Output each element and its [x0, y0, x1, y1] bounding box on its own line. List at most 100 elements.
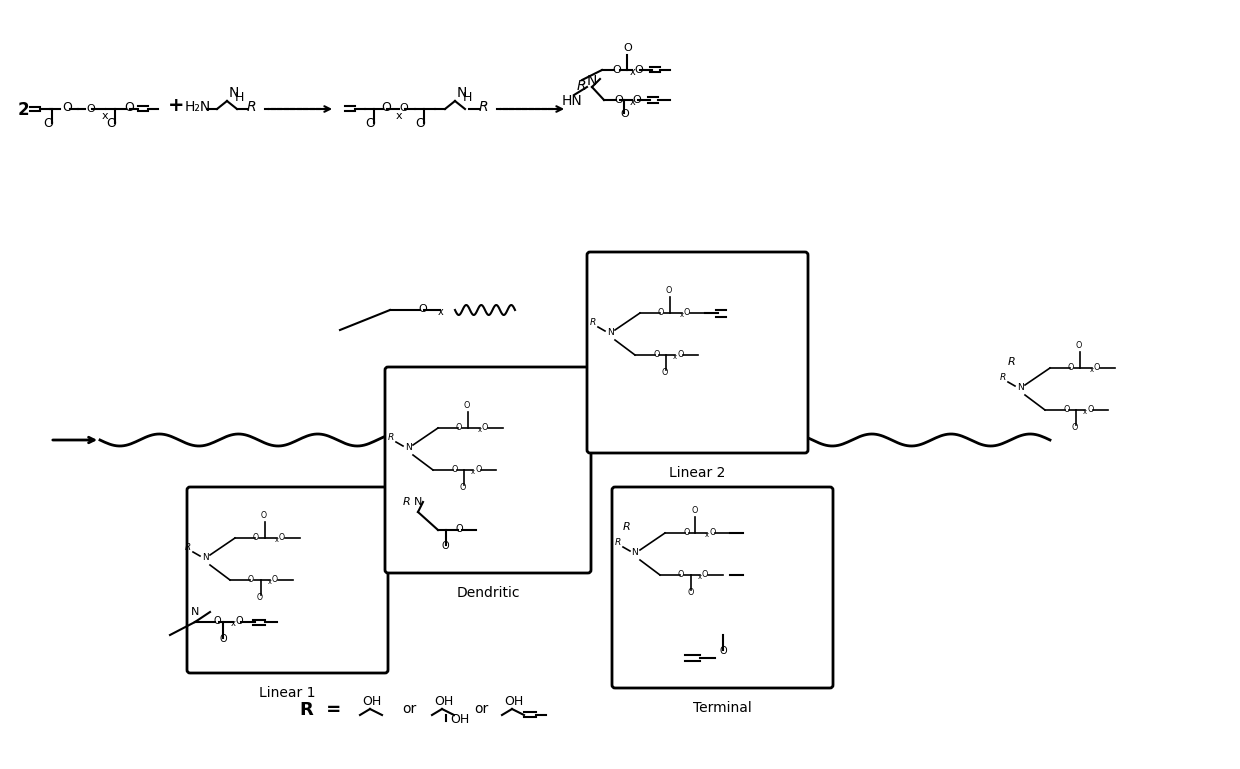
Text: R: R	[185, 543, 191, 552]
Text: O: O	[418, 304, 427, 314]
Text: O: O	[622, 43, 631, 53]
Text: O: O	[456, 524, 464, 534]
Text: O: O	[709, 528, 715, 537]
Text: x: x	[680, 312, 684, 318]
Text: O: O	[684, 308, 691, 317]
Text: O: O	[1063, 405, 1069, 414]
Text: OH: OH	[434, 695, 454, 708]
Text: R: R	[577, 79, 587, 93]
Text: O: O	[365, 117, 374, 130]
Text: x: x	[275, 537, 279, 543]
Text: OH: OH	[450, 713, 469, 726]
Text: O: O	[260, 511, 267, 520]
Text: Dendritic: Dendritic	[456, 586, 520, 600]
Text: O: O	[107, 117, 115, 130]
Text: O: O	[399, 103, 408, 113]
Text: OH: OH	[362, 695, 381, 708]
Text: O: O	[1076, 341, 1083, 350]
Text: O: O	[86, 104, 94, 114]
Text: x: x	[673, 354, 677, 360]
Text: x: x	[630, 97, 636, 107]
Text: O: O	[1094, 363, 1100, 372]
Text: O: O	[702, 570, 708, 579]
Text: O: O	[662, 368, 668, 377]
Text: N: N	[606, 328, 614, 337]
Text: O: O	[272, 575, 278, 584]
Text: O: O	[678, 570, 684, 579]
Text: x: x	[1090, 367, 1094, 373]
Text: O: O	[381, 101, 391, 114]
FancyBboxPatch shape	[187, 487, 388, 673]
Text: x: x	[1083, 409, 1087, 415]
Text: O: O	[1068, 363, 1074, 372]
Text: O: O	[415, 117, 425, 130]
Text: O: O	[683, 528, 689, 537]
FancyBboxPatch shape	[384, 367, 591, 573]
Text: O: O	[613, 65, 621, 75]
Text: R: R	[247, 100, 257, 114]
Text: +: +	[167, 96, 185, 115]
Text: N: N	[191, 607, 200, 617]
Text: O: O	[279, 533, 285, 542]
Text: x: x	[698, 574, 702, 580]
Text: x: x	[102, 111, 109, 121]
Text: OH: OH	[503, 695, 523, 708]
Text: R  =: R =	[300, 701, 341, 719]
Text: N: N	[414, 497, 422, 507]
Text: 2: 2	[19, 101, 30, 119]
Text: HN: HN	[562, 94, 583, 108]
Text: H: H	[236, 91, 244, 104]
Text: x: x	[630, 67, 636, 77]
Text: O: O	[719, 646, 727, 656]
Text: O: O	[451, 465, 458, 474]
Text: x: x	[231, 619, 236, 628]
Text: O: O	[653, 350, 660, 359]
Text: H: H	[463, 91, 472, 104]
Text: O: O	[658, 308, 665, 317]
Text: O: O	[666, 286, 672, 295]
Text: x: x	[706, 532, 709, 538]
Text: O: O	[456, 423, 463, 432]
Text: R: R	[403, 497, 410, 507]
Text: O: O	[248, 575, 254, 584]
Text: or: or	[474, 702, 489, 716]
Text: x: x	[396, 111, 403, 121]
Text: O: O	[691, 506, 697, 515]
FancyBboxPatch shape	[587, 252, 808, 453]
Text: R: R	[1008, 357, 1016, 367]
Text: R: R	[590, 318, 596, 327]
Text: N: N	[229, 86, 239, 100]
Text: x: x	[438, 307, 444, 317]
Text: R: R	[479, 100, 489, 114]
Text: N: N	[587, 74, 598, 88]
Text: O: O	[257, 593, 263, 602]
Text: O: O	[687, 588, 693, 597]
Text: O: O	[475, 465, 481, 474]
Text: O: O	[614, 95, 622, 105]
Text: O: O	[124, 101, 134, 114]
Text: R: R	[999, 373, 1007, 382]
FancyBboxPatch shape	[613, 487, 833, 688]
Text: x: x	[268, 579, 272, 585]
Text: O: O	[236, 616, 243, 626]
Text: Terminal: Terminal	[693, 701, 751, 715]
Text: O: O	[62, 101, 72, 114]
Text: Linear 2: Linear 2	[670, 466, 725, 480]
Text: O: O	[219, 634, 227, 644]
Text: O: O	[620, 109, 629, 119]
Text: N: N	[202, 553, 208, 562]
Text: O: O	[253, 533, 259, 542]
Text: N: N	[458, 86, 467, 100]
Text: Linear 1: Linear 1	[259, 686, 316, 700]
Text: x: x	[471, 469, 475, 475]
Text: O: O	[464, 401, 470, 410]
Text: R: R	[388, 433, 394, 442]
Text: N: N	[631, 548, 639, 557]
Text: O: O	[43, 117, 53, 130]
Text: O: O	[634, 65, 642, 75]
Text: O: O	[482, 423, 489, 432]
Text: N: N	[404, 443, 412, 452]
Text: R: R	[615, 538, 621, 547]
Text: O: O	[441, 541, 450, 551]
Text: N: N	[1017, 383, 1023, 392]
